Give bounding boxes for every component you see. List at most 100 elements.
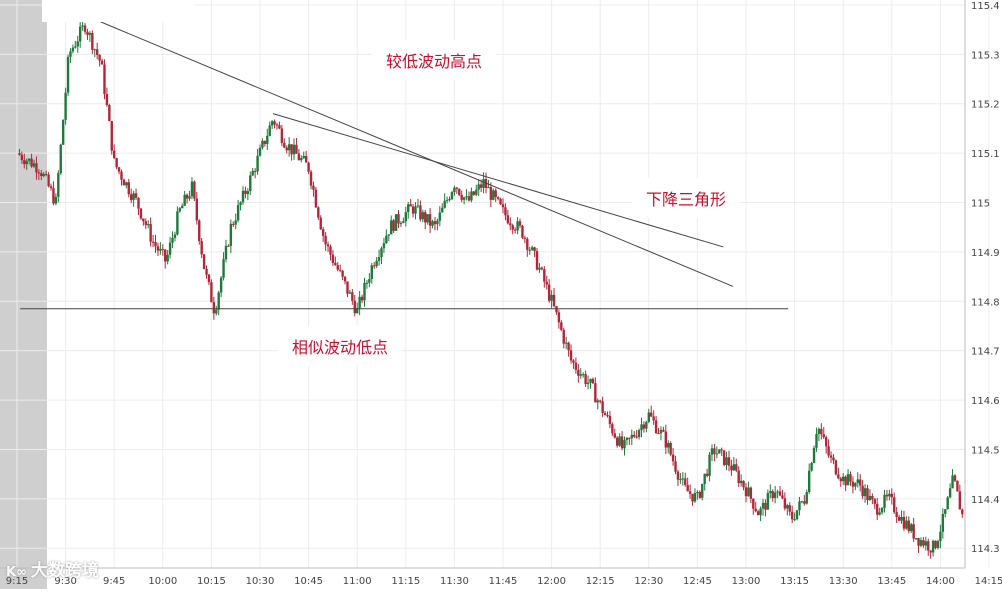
candle-body: [312, 185, 315, 190]
candle-body: [596, 400, 599, 403]
candle-body: [37, 172, 41, 174]
candle-body: [878, 512, 881, 515]
candle-body: [606, 415, 609, 417]
candle-body: [662, 429, 665, 432]
candle-body: [134, 193, 138, 198]
candle-body: [810, 462, 813, 471]
candle-body: [105, 94, 109, 106]
candle-body: [725, 457, 728, 465]
candle-body: [20, 154, 24, 161]
candle-body: [219, 277, 223, 293]
candle-body: [416, 205, 420, 207]
candle-body: [506, 215, 510, 224]
candle-body: [263, 140, 267, 144]
y-tick-label: 114.4: [971, 495, 1000, 506]
candle-body: [538, 267, 541, 270]
candle-body: [377, 257, 381, 261]
candle-body: [747, 487, 750, 497]
candle-body: [679, 479, 682, 481]
candle-body: [251, 170, 254, 176]
candle-body: [577, 369, 580, 376]
candle-body: [929, 550, 932, 553]
candle-body: [944, 509, 947, 514]
candle-body: [924, 541, 928, 546]
candle-body: [317, 207, 320, 218]
candle-body: [737, 470, 740, 484]
candle-body: [859, 479, 862, 486]
candle-body: [224, 245, 228, 260]
candle-body: [647, 412, 650, 422]
candle-body: [885, 494, 889, 497]
candle-body: [151, 241, 155, 243]
candle-body: [202, 254, 206, 269]
candle-body: [373, 265, 376, 267]
candle-body: [572, 360, 575, 363]
candle-body: [528, 249, 531, 251]
candle-body: [693, 492, 697, 502]
candle-body: [139, 208, 143, 219]
candle-body: [475, 189, 478, 195]
candle-body: [793, 519, 796, 521]
candle-body: [132, 193, 135, 200]
candle-body: [256, 155, 259, 172]
candle-body: [411, 206, 415, 214]
candle-body: [727, 457, 731, 466]
candle-body: [854, 483, 857, 487]
candle-body: [88, 33, 92, 35]
candle-body: [594, 383, 597, 403]
candle-body: [465, 196, 468, 198]
candle-body: [562, 329, 565, 344]
candle-body: [47, 174, 50, 187]
candle-body: [698, 491, 702, 498]
candle-body: [492, 190, 495, 200]
candle-body: [154, 242, 157, 247]
candle-body: [448, 199, 451, 201]
candle-body: [368, 279, 371, 283]
candle-body: [936, 541, 940, 548]
candle-body: [890, 493, 893, 498]
candle-body: [834, 460, 838, 475]
candle-body: [931, 540, 935, 553]
candle-body: [385, 235, 388, 244]
candle-body: [919, 540, 923, 546]
candle-body: [239, 202, 242, 206]
candle-body: [407, 204, 410, 213]
candle-body: [958, 491, 962, 510]
candle-body: [783, 498, 787, 509]
candle-body: [253, 170, 257, 172]
candle-body: [166, 254, 169, 262]
candle-body: [547, 284, 551, 301]
y-tick-label: 114.6: [971, 396, 1000, 407]
candle-body: [569, 350, 573, 361]
candle-body: [147, 224, 150, 226]
candle-body: [922, 540, 925, 546]
candle-body: [817, 428, 821, 435]
candle-body: [540, 267, 544, 270]
candle-body: [611, 424, 614, 434]
candle-body: [314, 189, 318, 208]
annotation-triangle-label: 下降三角形: [632, 178, 741, 218]
x-tick-label: 12:30: [634, 576, 663, 587]
candle-body: [846, 474, 850, 486]
candle-body: [460, 194, 463, 200]
candle-body: [91, 33, 94, 50]
x-tick-label: 13:15: [780, 576, 809, 587]
candle-body: [49, 186, 53, 189]
candle-body: [161, 248, 164, 250]
candle-body: [445, 199, 449, 201]
candle-body: [659, 429, 663, 434]
candle-body: [584, 374, 587, 384]
candle-body: [76, 41, 79, 47]
candle-body: [521, 225, 524, 238]
candle-body: [676, 471, 680, 480]
candle-body: [684, 478, 687, 486]
candle-body: [71, 47, 75, 52]
candle-body: [341, 270, 344, 277]
candle-body: [545, 281, 548, 285]
candle-body: [360, 296, 364, 301]
candle-body: [589, 378, 592, 383]
candle-body: [392, 220, 395, 231]
y-tick-label: 115.1: [971, 149, 1000, 160]
candle-body: [249, 175, 252, 192]
